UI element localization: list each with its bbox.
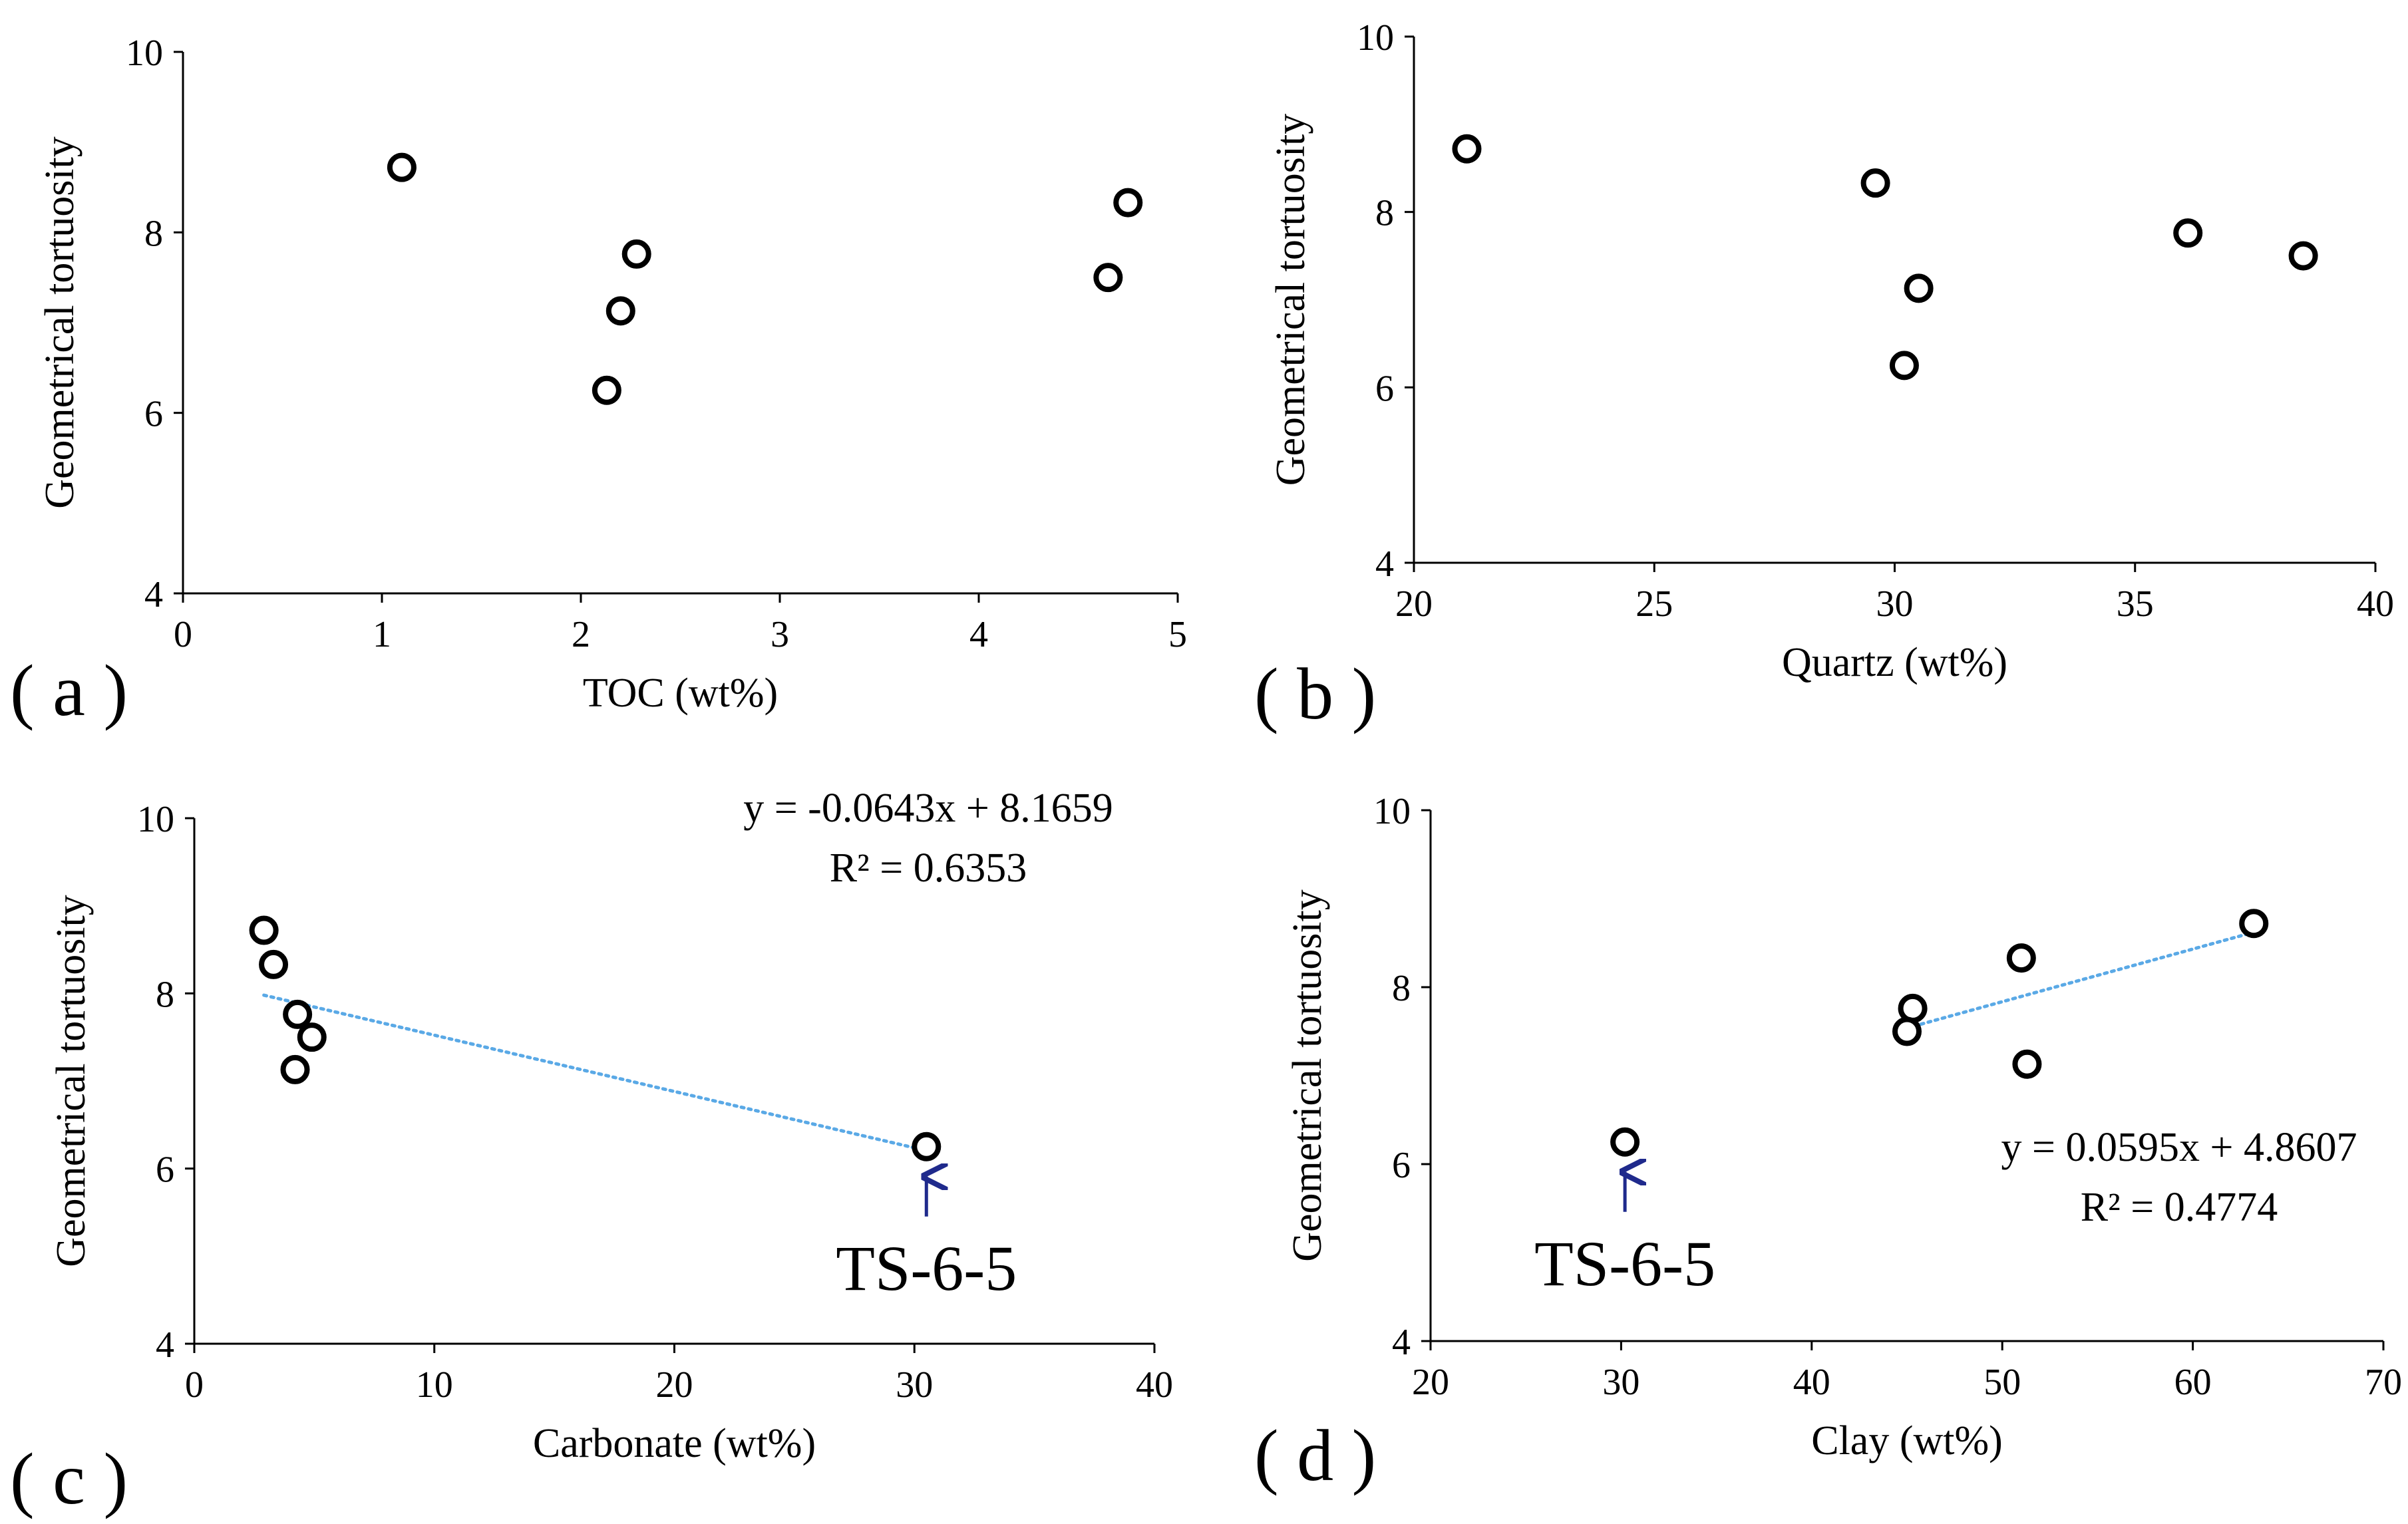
y-tick-label: 8 (1375, 193, 1394, 234)
chart-panel-c: 0 10 20 30 40 4 6 8 10 Carbonate (wt%) Geometrical… (10, 786, 1173, 1519)
y-axis-title: Geometrical tortuosity (1268, 114, 1313, 486)
x-tick-label: 25 (1635, 583, 1673, 625)
data-point (1898, 993, 1928, 1023)
panel-label: ( a ) (10, 650, 128, 731)
y-tick-label: 10 (1373, 791, 1411, 832)
data-point (249, 915, 279, 945)
y-tick-label: 6 (144, 394, 163, 435)
chart-panel-a: 0 1 2 3 4 5 4 6 8 10 TOC (wt%) Geometrical tortuosi… (10, 33, 1187, 731)
x-tick-label: 40 (1136, 1364, 1173, 1406)
data-point (1904, 273, 1934, 303)
data-point (912, 1132, 942, 1161)
panel-label: ( c ) (10, 1438, 128, 1519)
chart-panel-d: 20 30 40 50 60 70 4 6 8 10 Clay (wt%) Geometrical t… (1254, 791, 2402, 1496)
x-axis-title: Clay (wt%) (1811, 1418, 2003, 1463)
y-tick-label: 6 (156, 1149, 174, 1191)
y-tick-label: 10 (126, 33, 163, 74)
x-tick-label: 0 (174, 614, 192, 655)
data-point (2012, 1049, 2042, 1079)
x-tick-label: 30 (896, 1364, 933, 1406)
data-point (1093, 263, 1123, 293)
x-tick-label: 4 (969, 614, 988, 655)
data-point (1610, 1127, 1640, 1157)
regression-equation: y = -0.0643x + 8.1659 (743, 786, 1113, 831)
x-tick-label: 2 (572, 614, 590, 655)
data-point (283, 999, 313, 1029)
y-tick-label: 8 (144, 213, 163, 254)
y-tick-label: 4 (144, 574, 163, 615)
data-point (605, 296, 635, 326)
data-point (2006, 943, 2036, 973)
chart-panel-b: 20 25 30 35 40 4 6 8 10 Quartz (wt%) Geometrical t… (1254, 17, 2394, 734)
x-tick-label: 20 (1395, 583, 1433, 625)
trendline (1905, 930, 2256, 1030)
data-point (259, 949, 289, 979)
x-tick-label: 40 (2357, 583, 2394, 625)
data-point (1860, 168, 1890, 198)
panel-label: ( b ) (1254, 653, 1376, 734)
y-tick-label: 4 (1375, 543, 1394, 585)
annotation-label: TS-6-5 (1534, 1228, 1715, 1299)
r-squared-label: R² = 0.6353 (830, 845, 1027, 891)
x-tick-label: 5 (1168, 614, 1187, 655)
x-tick-label: 0 (185, 1364, 204, 1406)
y-tick-label: 8 (1392, 968, 1411, 1009)
data-point (297, 1022, 327, 1052)
y-tick-label: 10 (1357, 17, 1394, 59)
regression-equation: y = 0.0595x + 4.8607 (2001, 1125, 2357, 1170)
y-tick-label: 4 (156, 1324, 174, 1366)
x-tick-label: 3 (771, 614, 789, 655)
x-tick-label: 20 (1412, 1362, 1449, 1403)
data-point (592, 375, 621, 405)
data-point (2173, 218, 2203, 248)
data-point (2288, 241, 2318, 271)
y-axis-title: Geometrical tortuosity (1285, 889, 1330, 1262)
y-tick-label: 8 (156, 974, 174, 1015)
data-point (1452, 134, 1482, 164)
data-point (1889, 351, 1919, 381)
y-tick-label: 6 (1392, 1145, 1411, 1186)
y-tick-label: 6 (1375, 368, 1394, 409)
data-point (2239, 909, 2269, 939)
x-tick-label: 70 (2365, 1362, 2402, 1403)
r-squared-label: R² = 0.4774 (2081, 1185, 2278, 1230)
panel-label: ( d ) (1254, 1415, 1376, 1496)
y-tick-label: 4 (1392, 1322, 1411, 1363)
x-tick-label: 1 (373, 614, 391, 655)
x-axis-title: TOC (wt%) (583, 671, 778, 716)
x-tick-label: 40 (1793, 1362, 1830, 1403)
data-point (280, 1054, 310, 1084)
x-tick-label: 60 (2174, 1362, 2212, 1403)
x-tick-label: 10 (416, 1364, 453, 1406)
x-tick-label: 20 (656, 1364, 693, 1406)
x-axis-title: Quartz (wt%) (1782, 640, 2007, 685)
x-tick-label: 35 (2117, 583, 2154, 625)
data-point (1892, 1016, 1922, 1046)
x-tick-label: 30 (1602, 1362, 1639, 1403)
y-tick-label: 10 (137, 799, 174, 840)
data-point (621, 239, 651, 269)
data-point (387, 152, 417, 182)
trendline (262, 993, 928, 1153)
x-tick-label: 50 (1983, 1362, 2021, 1403)
x-axis-title: Carbonate (wt%) (533, 1421, 816, 1466)
data-point (1113, 188, 1143, 218)
y-axis-title: Geometrical tortuosity (37, 136, 83, 509)
x-tick-label: 30 (1876, 583, 1914, 625)
y-axis-title: Geometrical tortuosity (49, 895, 94, 1267)
annotation-label: TS-6-5 (836, 1233, 1017, 1304)
